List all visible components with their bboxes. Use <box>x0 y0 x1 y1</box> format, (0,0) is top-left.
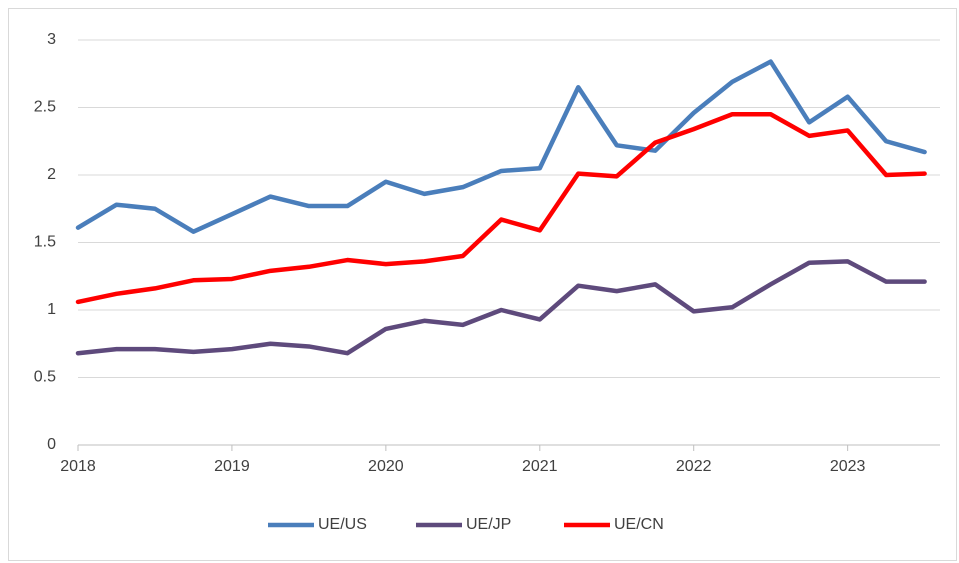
y-tick-label: 1.5 <box>34 234 56 251</box>
line-series <box>75 59 927 234</box>
y-tick-label: 0 <box>47 436 56 453</box>
x-tick-label: 2020 <box>368 458 404 475</box>
x-tick-label: 2022 <box>676 458 712 475</box>
x-tick-label: 2023 <box>830 458 866 475</box>
y-tick-label: 2 <box>47 166 56 183</box>
x-tick-label: 2019 <box>214 458 250 475</box>
legend-label: UE/US <box>318 516 367 533</box>
x-tick-label: 2018 <box>60 458 96 475</box>
legend-label: UE/CN <box>614 516 664 533</box>
line-series <box>75 112 927 305</box>
chart-frame <box>8 8 957 561</box>
legend-label: UE/JP <box>466 516 511 533</box>
x-tick-label: 2021 <box>522 458 558 475</box>
y-tick-label: 1 <box>47 301 56 318</box>
y-tick-label: 0.5 <box>34 369 56 386</box>
y-tick-label: 3 <box>47 31 56 48</box>
line-series <box>75 259 927 356</box>
y-tick-label: 2.5 <box>34 99 56 116</box>
